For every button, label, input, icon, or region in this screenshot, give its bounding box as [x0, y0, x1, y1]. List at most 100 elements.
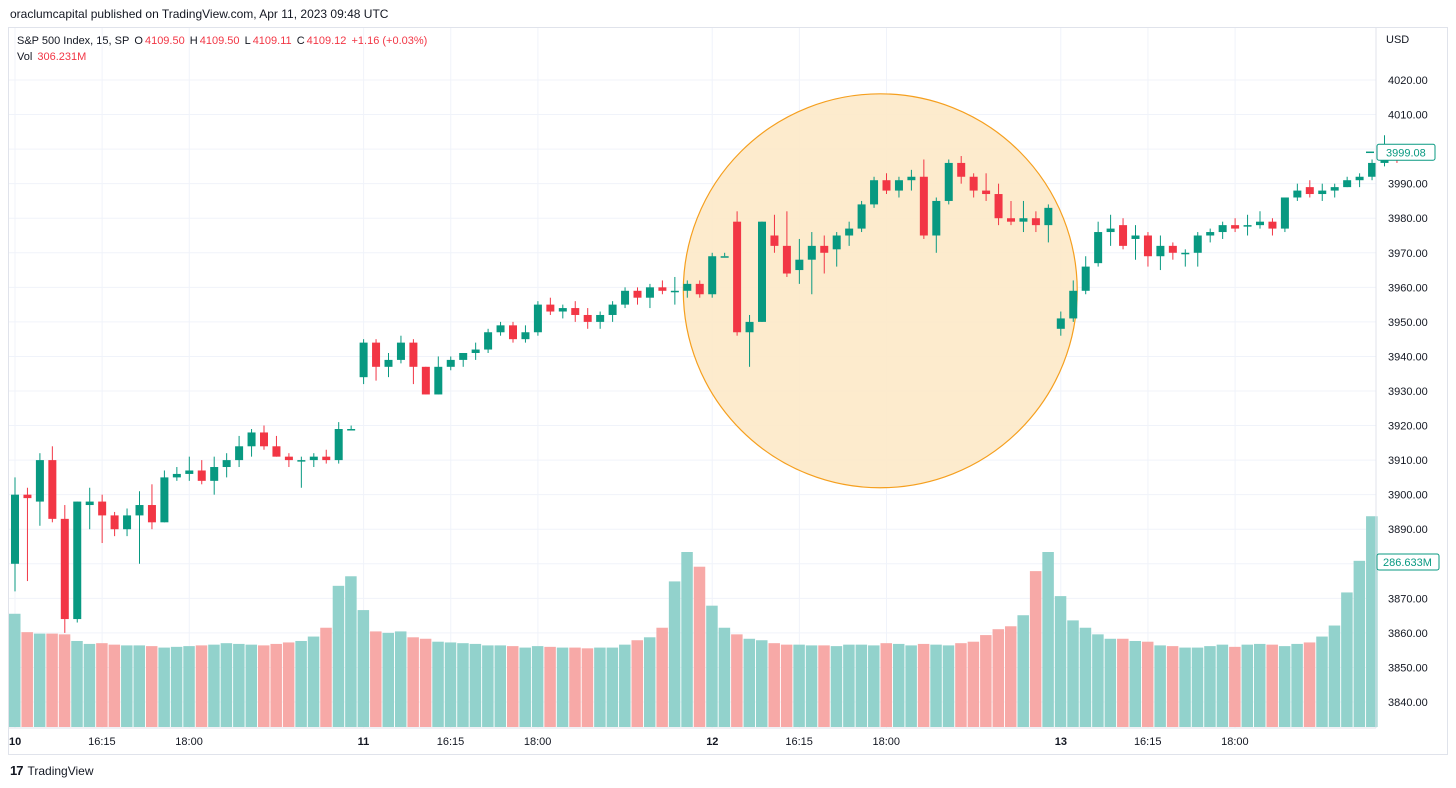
candle[interactable]	[1156, 235, 1165, 271]
candle[interactable]	[459, 352, 468, 367]
candle[interactable]	[1094, 221, 1103, 267]
candle[interactable]	[359, 339, 368, 385]
candle[interactable]	[807, 232, 816, 295]
candle[interactable]	[60, 505, 69, 633]
candle[interactable]	[1293, 183, 1302, 201]
candle[interactable]	[558, 304, 567, 319]
candle[interactable]	[1280, 197, 1289, 233]
candle[interactable]	[272, 435, 281, 457]
candle[interactable]	[1318, 183, 1327, 201]
candle[interactable]	[870, 176, 879, 208]
candle[interactable]	[235, 435, 244, 468]
candle[interactable]	[1256, 211, 1264, 229]
candle[interactable]	[247, 429, 256, 457]
candle[interactable]	[147, 484, 156, 530]
candle[interactable]	[297, 456, 306, 488]
candle[interactable]	[1355, 173, 1364, 188]
symbol-label[interactable]: S&P 500 Index, 15, SP	[17, 35, 130, 47]
candle[interactable]	[35, 453, 44, 526]
candle[interactable]	[907, 169, 916, 191]
candle[interactable]	[1019, 200, 1028, 233]
candle[interactable]	[708, 252, 717, 298]
candle[interactable]	[720, 252, 729, 258]
candle[interactable]	[782, 211, 791, 277]
candle[interactable]	[260, 425, 268, 450]
candle[interactable]	[23, 487, 32, 582]
candle[interactable]	[496, 321, 505, 336]
candle[interactable]	[969, 173, 978, 198]
candle[interactable]	[421, 366, 430, 395]
candle[interactable]	[1031, 211, 1040, 233]
candle[interactable]	[621, 287, 630, 309]
candle[interactable]	[384, 352, 393, 378]
candle[interactable]	[334, 422, 343, 464]
candle[interactable]	[944, 159, 953, 205]
candle[interactable]	[1007, 200, 1015, 226]
candle[interactable]	[770, 214, 779, 253]
candle[interactable]	[471, 342, 480, 360]
candle[interactable]	[1206, 228, 1215, 243]
candle[interactable]	[1305, 180, 1314, 198]
candle[interactable]	[172, 467, 181, 481]
candle[interactable]	[894, 176, 903, 198]
candle[interactable]	[1181, 249, 1190, 267]
candle[interactable]	[284, 453, 293, 468]
candle[interactable]	[820, 235, 829, 274]
candle[interactable]	[1218, 221, 1227, 239]
candle[interactable]	[210, 456, 219, 495]
candle[interactable]	[1044, 204, 1053, 243]
candle[interactable]	[845, 221, 854, 246]
candle[interactable]	[994, 183, 1003, 226]
candle[interactable]	[982, 173, 991, 201]
candle[interactable]	[695, 280, 704, 298]
candle[interactable]	[11, 477, 19, 592]
candle[interactable]	[434, 356, 443, 395]
volume-label[interactable]: Vol	[17, 51, 33, 63]
candle[interactable]	[919, 159, 928, 239]
candle[interactable]	[546, 297, 555, 315]
candle[interactable]	[73, 501, 82, 623]
candle[interactable]	[658, 280, 667, 295]
candle[interactable]	[396, 335, 405, 364]
candle[interactable]	[1193, 232, 1202, 267]
candle[interactable]	[347, 425, 356, 431]
candle[interactable]	[484, 328, 493, 353]
candle[interactable]	[322, 449, 331, 464]
candle[interactable]	[409, 339, 418, 385]
candle[interactable]	[795, 238, 804, 284]
candle[interactable]	[85, 487, 94, 530]
candle[interactable]	[1143, 232, 1152, 267]
candle[interactable]	[1243, 214, 1252, 236]
candle[interactable]	[509, 321, 517, 343]
candle[interactable]	[123, 508, 132, 537]
candle[interactable]	[372, 339, 381, 381]
candle[interactable]	[1106, 214, 1115, 246]
candle[interactable]	[1330, 183, 1339, 198]
highlight-circle[interactable]	[682, 93, 1078, 489]
candle[interactable]	[1268, 218, 1277, 236]
candle[interactable]	[608, 301, 617, 322]
candle[interactable]	[957, 156, 966, 184]
candle[interactable]	[1056, 311, 1065, 336]
candle[interactable]	[1119, 218, 1128, 250]
candle[interactable]	[1343, 176, 1352, 188]
candle[interactable]	[222, 453, 231, 478]
candle[interactable]	[48, 446, 57, 523]
candle[interactable]	[733, 211, 742, 336]
candle[interactable]	[857, 200, 866, 233]
candle[interactable]	[533, 301, 542, 336]
candle[interactable]	[110, 511, 119, 537]
candle[interactable]	[596, 311, 605, 329]
candle[interactable]	[645, 283, 654, 309]
candle[interactable]	[98, 494, 107, 544]
tradingview-logo-icon[interactable]: 17	[10, 763, 24, 778]
candle[interactable]	[446, 356, 455, 371]
candle[interactable]	[1168, 242, 1177, 260]
candle[interactable]	[135, 491, 144, 564]
candle[interactable]	[758, 221, 766, 322]
candle[interactable]	[633, 287, 642, 305]
candle[interactable]	[1069, 280, 1078, 322]
footer-brand[interactable]: TradingView	[27, 763, 94, 778]
candle[interactable]	[583, 308, 592, 329]
